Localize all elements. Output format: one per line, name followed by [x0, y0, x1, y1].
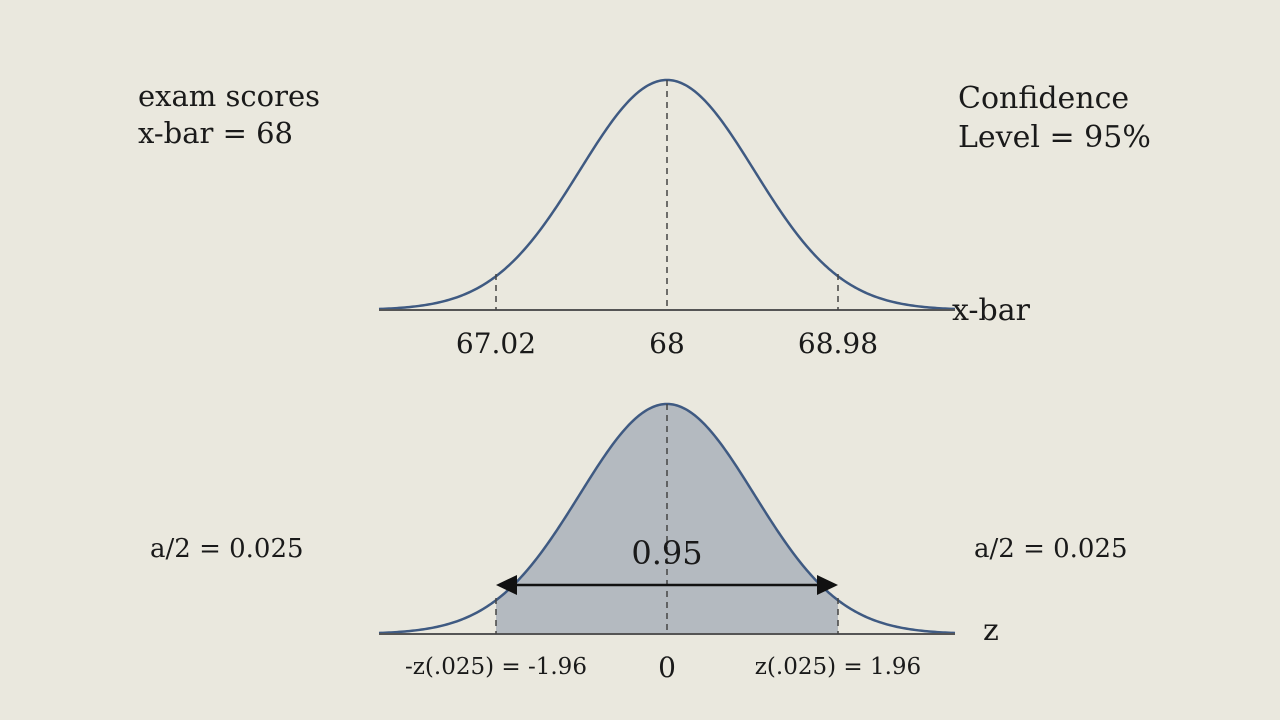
right-tail-label: a/2 = 0.025	[974, 534, 1128, 564]
left-tail-label: a/2 = 0.025	[150, 534, 304, 564]
bottom-tick-label: -z(.025) = -1.96	[405, 654, 587, 680]
arrow-left-head-icon	[496, 575, 517, 595]
bottom-tick-label: 0	[658, 651, 676, 684]
top-tick-label: 68	[649, 327, 685, 360]
sample-mean-label: x-bar = 68	[138, 116, 293, 150]
bottom-tick-label: z(.025) = 1.96	[755, 654, 921, 680]
center-area-label: 0.95	[631, 534, 702, 572]
top-tick-label: 67.02	[456, 327, 536, 360]
bottom-axis-label: z	[983, 613, 999, 648]
top-tick-label: 68.98	[798, 327, 878, 360]
bottom-panel: 0.95 a/2 = 0.025 a/2 = 0.025 z -z(.025) …	[150, 402, 1128, 684]
top-axis-label: x-bar	[952, 293, 1031, 328]
top-panel: exam scores x-bar = 68 Confidence Level …	[138, 78, 1151, 360]
exam-scores-label: exam scores	[138, 79, 320, 113]
confidence-label-line1: Confidence	[958, 81, 1129, 116]
arrow-right-head-icon	[817, 575, 838, 595]
confidence-label-line2: Level = 95%	[958, 120, 1151, 155]
